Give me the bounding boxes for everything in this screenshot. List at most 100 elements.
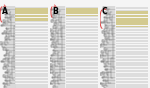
FancyBboxPatch shape	[116, 85, 148, 87]
FancyBboxPatch shape	[66, 21, 98, 22]
FancyBboxPatch shape	[66, 51, 98, 52]
FancyBboxPatch shape	[116, 15, 148, 16]
FancyBboxPatch shape	[66, 84, 98, 85]
Text: A: A	[2, 7, 8, 15]
FancyBboxPatch shape	[15, 29, 48, 30]
FancyBboxPatch shape	[116, 87, 148, 88]
FancyBboxPatch shape	[15, 82, 48, 83]
FancyBboxPatch shape	[15, 41, 48, 43]
FancyBboxPatch shape	[66, 49, 98, 50]
FancyBboxPatch shape	[15, 51, 48, 52]
FancyBboxPatch shape	[116, 56, 148, 57]
FancyBboxPatch shape	[66, 43, 98, 44]
FancyBboxPatch shape	[66, 82, 98, 83]
FancyBboxPatch shape	[15, 27, 48, 28]
FancyBboxPatch shape	[66, 29, 98, 30]
FancyBboxPatch shape	[15, 73, 48, 74]
FancyBboxPatch shape	[66, 23, 98, 24]
FancyBboxPatch shape	[116, 57, 148, 58]
FancyBboxPatch shape	[66, 73, 98, 74]
FancyBboxPatch shape	[15, 7, 48, 8]
FancyBboxPatch shape	[66, 26, 98, 27]
FancyBboxPatch shape	[116, 71, 148, 72]
FancyBboxPatch shape	[116, 65, 148, 66]
FancyBboxPatch shape	[116, 48, 148, 49]
FancyBboxPatch shape	[116, 40, 148, 41]
FancyBboxPatch shape	[15, 63, 48, 65]
FancyBboxPatch shape	[116, 16, 148, 17]
FancyBboxPatch shape	[66, 57, 98, 58]
FancyBboxPatch shape	[116, 29, 148, 30]
FancyBboxPatch shape	[116, 21, 148, 22]
FancyBboxPatch shape	[66, 70, 98, 71]
FancyBboxPatch shape	[116, 70, 148, 71]
FancyBboxPatch shape	[15, 84, 48, 85]
FancyBboxPatch shape	[15, 67, 48, 68]
FancyBboxPatch shape	[66, 18, 98, 19]
FancyBboxPatch shape	[66, 62, 98, 63]
FancyBboxPatch shape	[66, 37, 98, 38]
FancyBboxPatch shape	[66, 32, 98, 33]
FancyBboxPatch shape	[15, 16, 48, 17]
FancyBboxPatch shape	[15, 13, 48, 14]
FancyBboxPatch shape	[66, 27, 98, 28]
FancyBboxPatch shape	[116, 41, 148, 43]
FancyBboxPatch shape	[15, 43, 48, 44]
FancyBboxPatch shape	[15, 30, 48, 32]
FancyBboxPatch shape	[116, 60, 148, 61]
FancyBboxPatch shape	[15, 48, 48, 49]
FancyBboxPatch shape	[15, 59, 48, 60]
FancyBboxPatch shape	[66, 35, 98, 36]
FancyBboxPatch shape	[116, 63, 148, 65]
FancyBboxPatch shape	[15, 18, 48, 19]
FancyBboxPatch shape	[15, 15, 48, 16]
FancyBboxPatch shape	[116, 8, 148, 9]
FancyBboxPatch shape	[66, 63, 98, 65]
FancyBboxPatch shape	[15, 76, 48, 77]
FancyBboxPatch shape	[116, 7, 148, 8]
FancyBboxPatch shape	[66, 85, 98, 87]
FancyBboxPatch shape	[15, 74, 48, 76]
FancyBboxPatch shape	[66, 79, 98, 80]
FancyBboxPatch shape	[66, 15, 98, 16]
FancyBboxPatch shape	[66, 45, 98, 46]
FancyBboxPatch shape	[15, 57, 48, 58]
FancyBboxPatch shape	[66, 30, 98, 32]
FancyBboxPatch shape	[15, 85, 48, 87]
FancyBboxPatch shape	[116, 19, 148, 21]
FancyBboxPatch shape	[15, 40, 48, 41]
FancyBboxPatch shape	[15, 79, 48, 80]
FancyBboxPatch shape	[15, 34, 48, 35]
FancyBboxPatch shape	[15, 65, 48, 66]
FancyBboxPatch shape	[66, 81, 98, 82]
FancyBboxPatch shape	[116, 76, 148, 77]
FancyBboxPatch shape	[66, 74, 98, 76]
FancyBboxPatch shape	[116, 37, 148, 38]
FancyBboxPatch shape	[66, 52, 98, 54]
FancyBboxPatch shape	[116, 74, 148, 76]
FancyBboxPatch shape	[15, 68, 48, 69]
FancyBboxPatch shape	[66, 11, 98, 13]
FancyBboxPatch shape	[116, 68, 148, 69]
Text: B: B	[52, 7, 58, 15]
FancyBboxPatch shape	[116, 79, 148, 80]
FancyBboxPatch shape	[116, 54, 148, 55]
FancyBboxPatch shape	[15, 62, 48, 63]
FancyBboxPatch shape	[116, 82, 148, 83]
FancyBboxPatch shape	[116, 81, 148, 82]
FancyBboxPatch shape	[116, 59, 148, 60]
FancyBboxPatch shape	[66, 87, 98, 88]
FancyBboxPatch shape	[116, 35, 148, 36]
FancyBboxPatch shape	[66, 34, 98, 35]
FancyBboxPatch shape	[66, 16, 98, 17]
FancyBboxPatch shape	[15, 26, 48, 27]
FancyBboxPatch shape	[66, 67, 98, 68]
Text: C: C	[102, 7, 108, 15]
FancyBboxPatch shape	[66, 40, 98, 41]
FancyBboxPatch shape	[15, 70, 48, 71]
FancyBboxPatch shape	[15, 32, 48, 33]
FancyBboxPatch shape	[66, 48, 98, 49]
FancyBboxPatch shape	[15, 24, 48, 25]
FancyBboxPatch shape	[116, 46, 148, 47]
FancyBboxPatch shape	[116, 13, 148, 14]
